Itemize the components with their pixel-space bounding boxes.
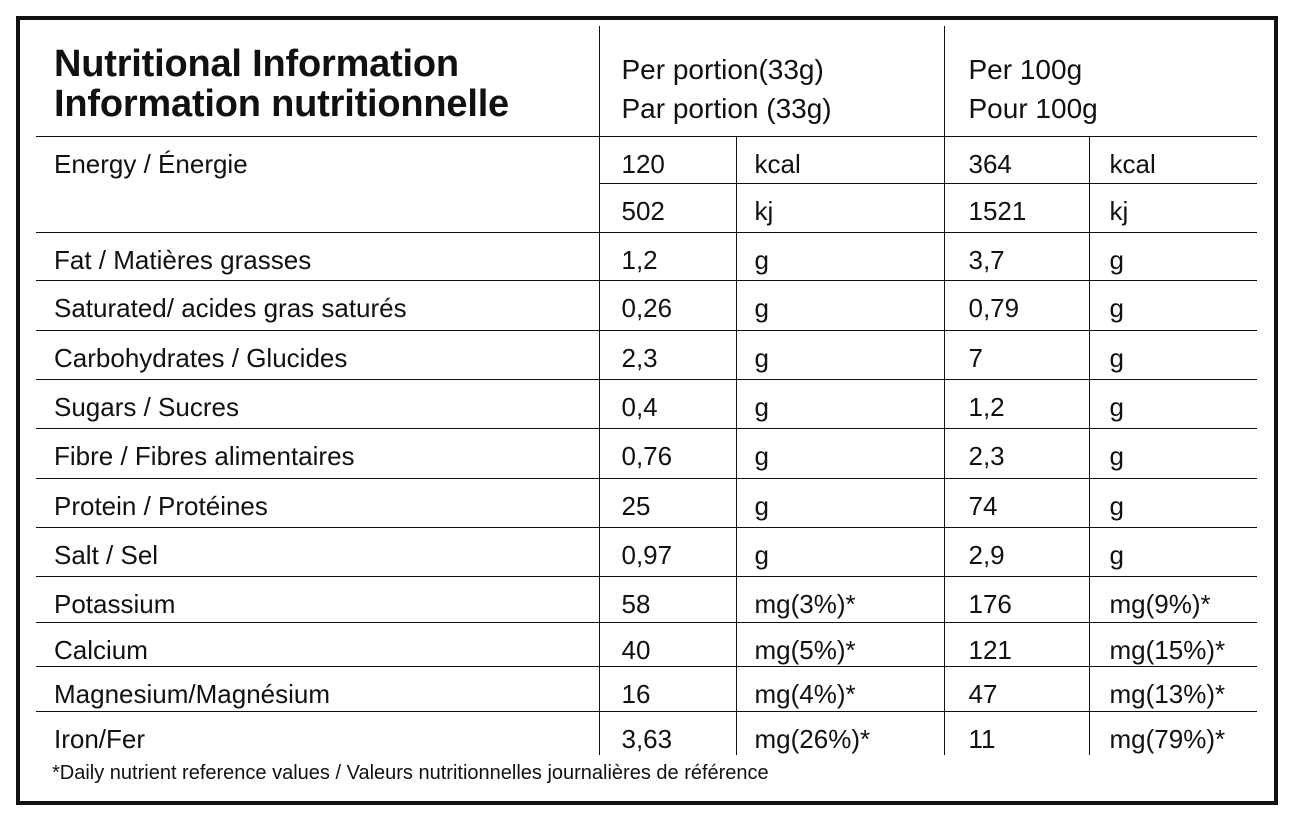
energy-kj-row: 502 kj 1521 kj [36,182,1257,232]
per-100g-header: Per 100g Pour 100g [943,26,1257,136]
per-100g-value: 74 [943,477,1089,527]
table-row: Fibre / Fibres alimentaires 0,76 g 2,3 g [36,427,1257,478]
nutrient-name: Calcium [36,621,599,666]
portion-value: 16 [598,665,736,711]
table-row: Magnesium/Magnésium 16 mg(4%)* 47 mg(13%)* [36,665,1257,711]
nutrient-name: Magnesium/Magnésium [36,665,599,711]
table-row: Saturated/ acides gras saturés 0,26 g 0,79 g [36,279,1257,330]
title-english: Nutritional Information [54,43,459,85]
table-row: Sugars / Sucres 0,4 g 1,2 g [36,378,1257,428]
table-row: Calcium 40 mg(5%)* 121 mg(15%)* [36,621,1257,666]
energy-portion-kcal-unit: kcal [735,135,944,183]
per-100g-value: 0,79 [943,279,1089,330]
per-portion-french: Par portion (33g) [621,93,832,124]
per-portion-header: Per portion(33g) Par portion (33g) [598,26,944,136]
energy-100g-kcal-unit: kcal [1088,135,1257,183]
portion-unit: g [735,427,944,478]
table-row: Fat / Matières grasses 1,2 g 3,7 g [36,231,1257,280]
nutrient-name: Protein / Protéines [36,477,599,527]
energy-label: Energy / Énergie [36,135,599,232]
portion-unit: g [735,378,944,428]
nutrient-name: Iron/Fer [36,710,599,755]
per-100g-unit: g [1088,279,1257,330]
table-row: Potassium 58 mg(3%)* 176 mg(9%)* [36,575,1257,622]
per-100g-value: 1,2 [943,378,1089,428]
portion-unit: mg(26%)* [735,710,944,755]
energy-kcal-row: Energy / Énergie 120 kcal 364 kcal [36,135,1257,232]
portion-value: 40 [598,621,736,666]
per-100g-value: 2,9 [943,526,1089,576]
nutrient-name: Potassium [36,575,599,622]
portion-value: 1,2 [598,231,736,280]
energy-portion-kcal: 120 [598,135,736,183]
header-row: Nutritional Information Information nutr… [36,26,1257,136]
nutrient-name: Carbohydrates / Glucides [36,329,599,379]
portion-value: 2,3 [598,329,736,379]
portion-unit: g [735,526,944,576]
portion-unit: mg(5%)* [735,621,944,666]
per-100g-value: 7 [943,329,1089,379]
per-100g-value: 11 [943,710,1089,755]
portion-unit: mg(3%)* [735,575,944,622]
table-row: Protein / Protéines 25 g 74 g [36,477,1257,527]
per-100g-unit: g [1088,526,1257,576]
per-100g-unit: mg(15%)* [1088,621,1257,666]
portion-value: 0,76 [598,427,736,478]
nutrition-table: Nutritional Information Information nutr… [36,26,1257,755]
per-100g-unit: g [1088,477,1257,527]
per-100g-unit: mg(9%)* [1088,575,1257,622]
per-100g-unit: g [1088,427,1257,478]
footnote: *Daily nutrient reference values / Valeu… [52,762,769,784]
energy-portion-kj-unit: kj [735,182,944,232]
portion-value: 25 [598,477,736,527]
table-row: Salt / Sel 0,97 g 2,9 g [36,526,1257,576]
nutrient-name: Saturated/ acides gras saturés [36,279,599,330]
table-row: Iron/Fer 3,63 mg(26%)* 11 mg(79%)* [36,710,1257,755]
portion-unit: mg(4%)* [735,665,944,711]
portion-value: 0,97 [598,526,736,576]
nutrient-name: Fibre / Fibres alimentaires [36,427,599,478]
nutrient-name: Sugars / Sucres [36,378,599,428]
per-100g-value: 47 [943,665,1089,711]
energy-100g-kj: 1521 [943,182,1089,232]
per-100g-unit: g [1088,329,1257,379]
portion-value: 58 [598,575,736,622]
portion-unit: g [735,477,944,527]
nutrient-name: Fat / Matières grasses [36,231,599,280]
per-100g-unit: g [1088,378,1257,428]
portion-value: 3,63 [598,710,736,755]
nutrient-name: Salt / Sel [36,526,599,576]
per-100g-unit: mg(79%)* [1088,710,1257,755]
portion-unit: g [735,231,944,280]
portion-value: 0,4 [598,378,736,428]
per-portion-english: Per portion(33g) [621,54,824,85]
energy-100g-kj-unit: kj [1088,182,1257,232]
table-title: Nutritional Information Information nutr… [36,26,599,136]
table-row: Carbohydrates / Glucides 2,3 g 7 g [36,329,1257,379]
per-100g-value: 121 [943,621,1089,666]
portion-unit: g [735,279,944,330]
per-100g-english: Per 100g [968,54,1083,85]
per-100g-value: 2,3 [943,427,1089,478]
per-100g-value: 3,7 [943,231,1089,280]
per-100g-unit: g [1088,231,1257,280]
per-100g-french: Pour 100g [968,93,1098,124]
portion-value: 0,26 [598,279,736,330]
per-100g-value: 176 [943,575,1089,622]
energy-portion-kj: 502 [598,182,736,232]
title-french: Information nutritionnelle [54,83,509,125]
portion-unit: g [735,329,944,379]
per-100g-unit: mg(13%)* [1088,665,1257,711]
energy-100g-kcal: 364 [943,135,1089,183]
